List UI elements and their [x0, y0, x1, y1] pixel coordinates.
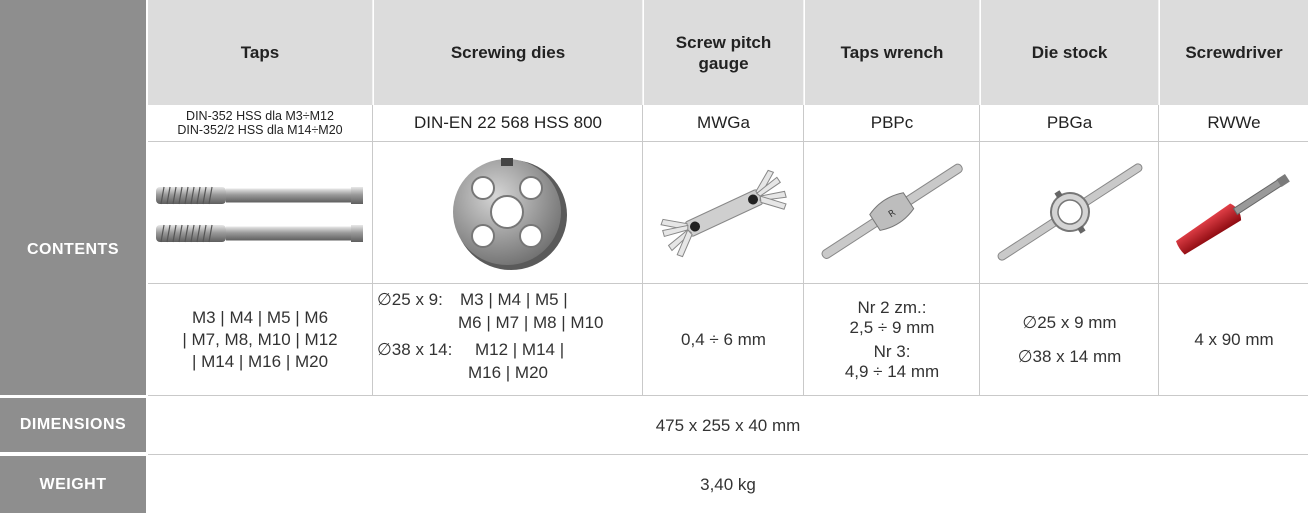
grid-line — [148, 454, 1308, 455]
svg-text:R: R — [887, 208, 898, 220]
grid-line — [803, 0, 804, 105]
spec-diestock: ∅25 x 9 mm ∅38 x 14 mm — [981, 285, 1158, 395]
spec-dies-line1: M3 | M4 | M5 | — [460, 290, 568, 309]
tap-wrench-image: R — [805, 142, 979, 283]
grid-line — [148, 283, 1308, 284]
header-taps-wrench: Taps wrench — [805, 0, 979, 105]
grid-line — [0, 453, 146, 455]
spec-wrench-line3: Nr 3: — [873, 342, 911, 361]
grid-line — [642, 0, 643, 105]
spec-wrench-line4: 4,9 ÷ 14 mm — [844, 362, 940, 381]
grid-line — [372, 0, 373, 105]
spec-taps-line3: | M14 | M16 | M20 — [191, 352, 329, 371]
spec-taps-line2: | M7, M8, M10 | M12 — [182, 330, 338, 349]
tap-1 — [156, 186, 363, 204]
spec-wrench: Nr 2 zm.: 2,5 ÷ 9 mm Nr 3: 4,9 ÷ 14 mm — [805, 285, 979, 395]
spec-dies-line2: M6 | M7 | M8 | M10 — [458, 313, 604, 332]
model-taps-line1: DIN-352 HSS dla M3÷M12 — [186, 109, 334, 123]
grid-line — [642, 105, 643, 395]
taps-image — [148, 142, 372, 283]
label-contents: CONTENTS — [0, 105, 146, 395]
die-stock-image — [981, 142, 1158, 283]
spec-taps-line1: M3 | M4 | M5 | M6 — [191, 308, 329, 327]
label-weight: WEIGHT — [0, 456, 146, 513]
spec-dies-line4: M16 | M20 — [468, 363, 549, 382]
header-screw-pitch-gauge: Screw pitch gauge — [644, 0, 803, 105]
spec-diestock-line2: ∅38 x 14 mm — [1017, 347, 1122, 366]
grid-line — [979, 105, 980, 395]
header-screwing-dies: Screwing dies — [374, 0, 642, 105]
model-diestock: PBGa — [981, 105, 1158, 141]
grid-line — [803, 105, 804, 395]
grid-line — [979, 0, 980, 105]
weight-value: 3,40 kg — [148, 456, 1308, 513]
spec-dies: ∅25 x 9: M3 | M4 | M5 | M6 | M7 | M8 | M… — [374, 285, 642, 395]
model-screwdriver: RWWe — [1160, 105, 1308, 141]
tap-2 — [156, 224, 363, 242]
spec-taps: M3 | M4 | M5 | M6 | M7, M8, M10 | M12 | … — [148, 285, 372, 395]
model-gauge: MWGa — [644, 105, 803, 141]
model-taps-line2: DIN-352/2 HSS dla M14÷M20 — [177, 123, 343, 137]
spec-gauge: 0,4 ÷ 6 mm — [644, 285, 803, 395]
die-image — [374, 142, 642, 283]
spec-dies-size1: ∅25 x 9: — [377, 290, 443, 309]
label-blank — [0, 0, 146, 105]
label-dimensions: DIMENSIONS — [0, 398, 146, 452]
pitch-gauge-image — [644, 142, 803, 283]
spec-diestock-line1: ∅25 x 9 mm — [1022, 313, 1117, 332]
grid-line — [148, 141, 1308, 142]
model-wrench: PBPc — [805, 105, 979, 141]
header-screwdriver: Screwdriver — [1160, 0, 1308, 105]
grid-line — [372, 105, 373, 395]
screwdriver-image — [1160, 142, 1308, 283]
spec-dies-size2: ∅38 x 14: — [377, 340, 453, 359]
header-die-stock: Die stock — [981, 0, 1158, 105]
spec-screwdriver: 4 x 90 mm — [1160, 285, 1308, 395]
model-taps: DIN-352 HSS dla M3÷M12 DIN-352/2 HSS dla… — [148, 105, 372, 141]
header-taps: Taps — [148, 0, 372, 105]
grid-line — [1158, 0, 1159, 105]
grid-line — [1158, 105, 1159, 395]
model-dies: DIN-EN 22 568 HSS 800 — [374, 105, 642, 141]
grid-line — [0, 396, 146, 398]
dimensions-value: 475 x 255 x 40 mm — [148, 398, 1308, 454]
spec-dies-line3: M12 | M14 | — [475, 340, 565, 359]
spec-wrench-line1: Nr 2 zm.: — [857, 298, 927, 317]
spec-wrench-line2: 2,5 ÷ 9 mm — [849, 318, 935, 337]
grid-line — [148, 395, 1308, 396]
